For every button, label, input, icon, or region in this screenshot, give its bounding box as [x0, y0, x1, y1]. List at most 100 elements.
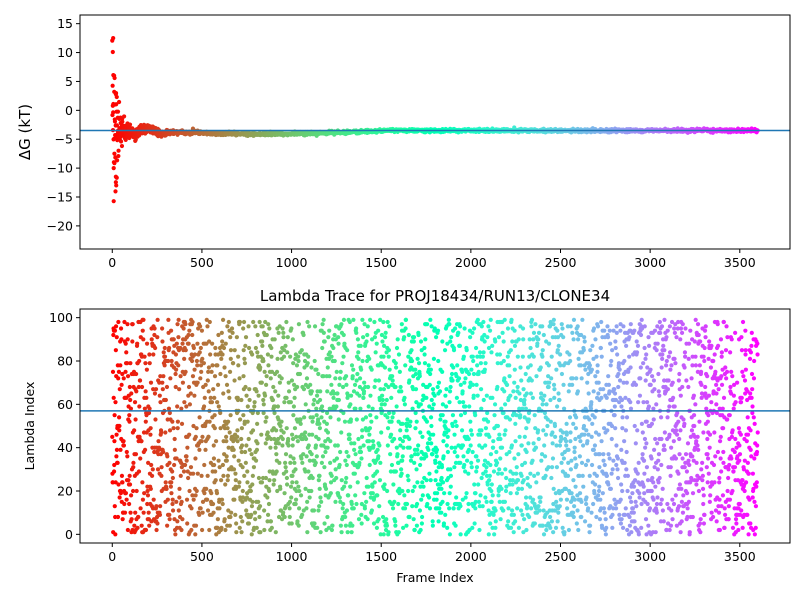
lambda-point: [499, 445, 505, 450]
lambda-point: [357, 393, 362, 398]
x-tick-label: 2000: [455, 255, 487, 270]
lambda-point: [612, 404, 617, 409]
lambda-point: [632, 423, 637, 429]
lambda-point: [619, 447, 624, 452]
lambda-point: [522, 517, 527, 522]
lambda-point: [142, 491, 147, 496]
lambda-point: [461, 400, 466, 405]
lambda-point: [141, 337, 146, 342]
lambda-point: [638, 332, 644, 338]
lambda-point: [155, 467, 161, 472]
lambda-point: [428, 367, 433, 372]
lambda-point: [425, 501, 430, 507]
lambda-point: [189, 527, 194, 533]
lambda-point: [267, 469, 272, 474]
lambda-point: [340, 361, 345, 366]
lambda-point: [176, 363, 181, 368]
lambda-point: [615, 475, 621, 481]
lambda-point: [200, 499, 206, 504]
lambda-point: [431, 356, 437, 361]
lambda-point: [595, 324, 601, 329]
lambda-point: [589, 462, 595, 468]
lambda-point: [143, 419, 148, 424]
lambda-point: [124, 350, 129, 355]
lambda-point: [570, 330, 575, 335]
lambda-point: [472, 521, 477, 526]
lambda-point: [360, 358, 365, 364]
delta-g-point: [116, 153, 121, 159]
lambda-point: [391, 410, 396, 416]
lambda-point: [189, 506, 194, 511]
lambda-point: [595, 369, 600, 374]
lambda-point: [374, 469, 380, 474]
lambda-point: [255, 332, 260, 338]
lambda-point: [367, 426, 373, 431]
lambda-point: [351, 389, 357, 394]
lambda-point: [184, 404, 189, 409]
lambda-point: [452, 449, 457, 455]
lambda-point: [409, 348, 414, 353]
lambda-point: [162, 345, 167, 351]
lambda-point: [316, 371, 321, 377]
lambda-point: [559, 460, 564, 465]
lambda-point: [112, 413, 117, 418]
lambda-point: [582, 335, 587, 340]
lambda-point: [563, 361, 568, 366]
lambda-point: [452, 432, 457, 437]
lambda-point: [144, 395, 149, 400]
lambda-point: [488, 462, 493, 468]
lambda-point: [111, 332, 116, 338]
lambda-point: [192, 367, 197, 372]
lambda-point: [173, 384, 178, 390]
lambda-point: [503, 428, 508, 433]
lambda-point: [249, 512, 254, 517]
lambda-point: [536, 330, 542, 335]
lambda-point: [275, 404, 281, 409]
lambda-point: [463, 404, 468, 409]
lambda-point: [242, 356, 247, 361]
lambda-point: [259, 480, 265, 485]
lambda-point: [478, 493, 483, 498]
lambda-point: [596, 493, 601, 498]
lambda-point: [207, 419, 212, 424]
lambda-point: [646, 343, 652, 348]
lambda-point: [133, 510, 138, 515]
lambda-point: [477, 350, 483, 355]
y-tick-label: 0: [65, 103, 73, 118]
lambda-point: [160, 339, 165, 344]
lambda-point: [461, 354, 466, 359]
lambda-point: [203, 382, 208, 387]
lambda-point: [320, 322, 325, 327]
lambda-point: [440, 339, 445, 344]
lambda-point: [147, 352, 152, 357]
lambda-point: [116, 369, 122, 374]
lambda-point: [194, 488, 199, 494]
lambda-point: [152, 391, 158, 396]
lambda-point: [436, 465, 441, 470]
lambda-point: [458, 532, 463, 537]
lambda-point: [601, 452, 606, 457]
lambda-point: [324, 410, 330, 416]
lambda-point: [136, 514, 141, 520]
lambda-point: [571, 514, 576, 520]
lambda-point: [303, 430, 308, 435]
lambda-point: [369, 367, 374, 372]
lambda-point: [395, 452, 400, 457]
lambda-point: [392, 499, 397, 504]
lambda-point: [348, 402, 353, 407]
lambda-point: [564, 432, 569, 437]
lambda-point: [244, 443, 249, 448]
lambda-point: [568, 430, 573, 435]
lambda-point: [215, 382, 221, 387]
lambda-point: [276, 514, 282, 520]
lambda-point: [592, 415, 597, 420]
lambda-point: [148, 380, 154, 385]
lambda-point: [536, 337, 541, 342]
lambda-point: [123, 491, 128, 496]
lambda-point: [353, 452, 358, 457]
lambda-point: [458, 413, 464, 418]
lambda-point: [275, 356, 280, 361]
lambda-point: [343, 480, 348, 485]
lambda-point: [474, 469, 479, 474]
lambda-point: [564, 497, 570, 502]
